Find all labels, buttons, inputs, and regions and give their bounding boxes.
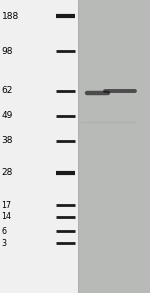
Text: 17: 17 bbox=[2, 201, 12, 209]
Text: 188: 188 bbox=[2, 12, 19, 21]
Text: 3: 3 bbox=[2, 239, 6, 248]
Text: 28: 28 bbox=[2, 168, 13, 177]
Text: 98: 98 bbox=[2, 47, 13, 56]
Text: 49: 49 bbox=[2, 111, 13, 120]
FancyBboxPatch shape bbox=[0, 0, 78, 293]
Text: 38: 38 bbox=[2, 136, 13, 145]
Text: 62: 62 bbox=[2, 86, 13, 95]
FancyBboxPatch shape bbox=[78, 0, 150, 293]
Text: 6: 6 bbox=[2, 227, 6, 236]
Text: 14: 14 bbox=[2, 212, 12, 221]
